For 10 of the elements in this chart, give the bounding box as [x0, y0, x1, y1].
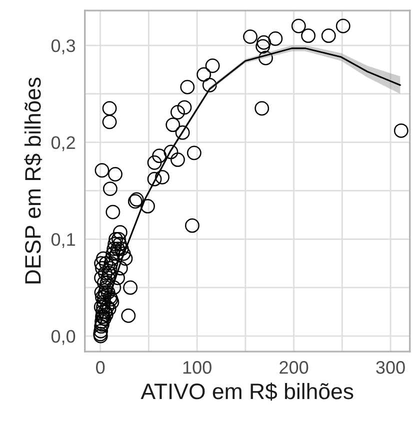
y-tick-label: 0,1 — [51, 233, 75, 248]
y-tick-label: 0,3 — [51, 39, 76, 54]
x-tick-label: 0 — [96, 361, 105, 374]
y-axis-title: DESP em R$ bilhões — [24, 78, 42, 284]
x-axis-title: ATIVO em R$ bilhões — [140, 382, 354, 401]
y-tick-label: 0,0 — [51, 330, 76, 345]
x-tick-label: 200 — [280, 361, 308, 374]
x-tick-label: 100 — [183, 361, 212, 374]
x-tick-label: 300 — [376, 361, 405, 374]
y-tick-label: 0,2 — [51, 136, 75, 152]
